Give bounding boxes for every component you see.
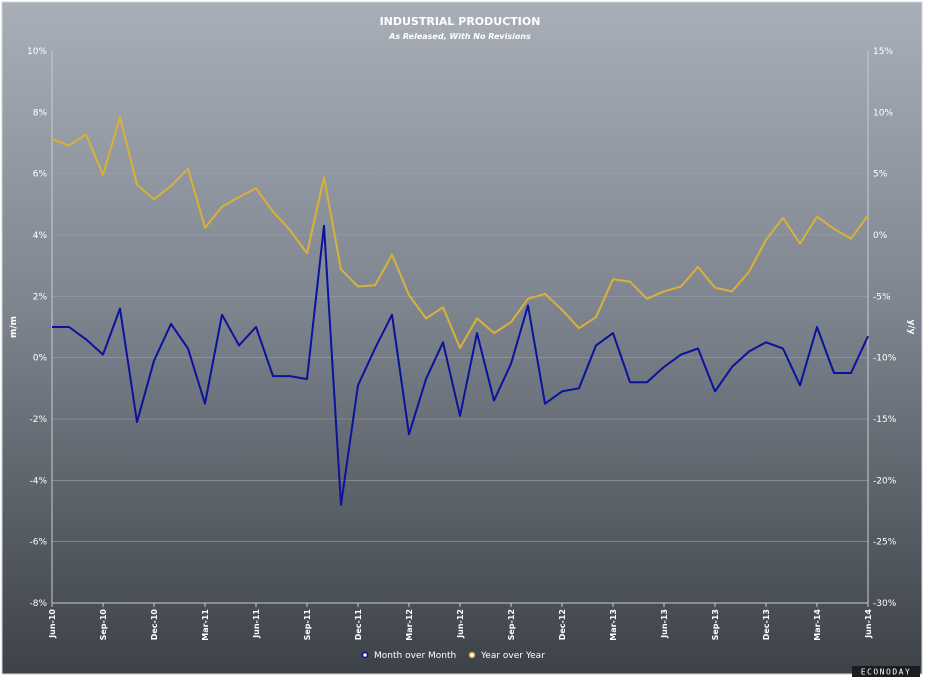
right-tick-label: -15% bbox=[873, 415, 897, 425]
series-line-month-over-month bbox=[52, 224, 869, 506]
left-tick-label: -2% bbox=[29, 415, 47, 425]
chart-title: INDUSTRIAL PRODUCTION bbox=[380, 15, 541, 28]
x-tick-label: Jun-13 bbox=[660, 609, 669, 639]
legend-label-year-over-year: Year over Year bbox=[480, 651, 545, 661]
left-axis-ticks: 10% 8% 6% 4% 2% 0% -2% -4% -6% -8% bbox=[27, 47, 47, 609]
right-tick-label: 0% bbox=[873, 231, 888, 241]
left-tick-label: -8% bbox=[29, 599, 47, 609]
right-tick-label: 5% bbox=[873, 170, 888, 180]
x-tick-label: Mar-13 bbox=[609, 609, 618, 641]
legend-item-year-over-year[interactable]: Year over Year bbox=[468, 651, 546, 661]
x-tick-label: Mar-12 bbox=[405, 609, 414, 641]
left-tick-label: 10% bbox=[27, 47, 47, 57]
left-tick-label: 0% bbox=[33, 354, 48, 364]
x-tick-label: Dec-12 bbox=[558, 609, 567, 640]
x-tick-label: Jun-10 bbox=[48, 609, 57, 639]
right-axis-label: y/y bbox=[906, 319, 916, 334]
brand-badge: ECONODAY bbox=[852, 666, 920, 677]
x-tick-label: Jun-11 bbox=[252, 609, 261, 639]
x-tick-label: Jun-12 bbox=[456, 609, 465, 639]
legend-item-month-over-month[interactable]: Month over Month bbox=[361, 651, 457, 661]
left-tick-label: 8% bbox=[33, 108, 48, 118]
x-tick-label: Mar-11 bbox=[201, 609, 210, 641]
brand-text: ECONODAY bbox=[861, 668, 912, 677]
x-tick-label: Dec-11 bbox=[354, 609, 363, 641]
right-tick-label: -5% bbox=[873, 292, 891, 302]
x-tick-label: Dec-10 bbox=[150, 609, 159, 641]
x-tick-label: Sep-13 bbox=[711, 609, 720, 640]
left-tick-label: -4% bbox=[29, 476, 47, 486]
x-tick-label: Mar-14 bbox=[813, 609, 822, 641]
right-tick-label: -20% bbox=[873, 476, 897, 486]
x-tick-label: Sep-11 bbox=[303, 609, 312, 641]
right-tick-label: -10% bbox=[873, 354, 897, 364]
x-tick-label: Sep-10 bbox=[99, 609, 108, 641]
x-tick-label: Jun-14 bbox=[864, 609, 873, 639]
x-tick-label: Sep-12 bbox=[507, 609, 516, 640]
series-line-year-over-year bbox=[51, 116, 869, 349]
right-tick-label: 15% bbox=[873, 47, 893, 57]
right-tick-label: 10% bbox=[873, 108, 893, 118]
legend-marker-year-over-year bbox=[468, 651, 476, 659]
left-tick-label: 4% bbox=[33, 231, 48, 241]
left-tick-label: -6% bbox=[29, 538, 47, 548]
left-tick-label: 6% bbox=[33, 170, 48, 180]
x-axis-ticks: Jun-10 Sep-10 Dec-10 Mar-11 Jun-11 Sep-11 Dec-… bbox=[48, 603, 873, 641]
legend: Month over Month Year over Year bbox=[361, 651, 546, 661]
left-tick-label: 2% bbox=[33, 292, 48, 302]
right-tick-label: -30% bbox=[873, 599, 897, 609]
brand-badge-box bbox=[852, 666, 920, 677]
chart-subtitle: As Released, With No Revisions bbox=[388, 32, 531, 41]
right-tick-label: -25% bbox=[873, 538, 897, 548]
legend-label-month-over-month: Month over Month bbox=[374, 651, 456, 661]
x-tick-label: Dec-13 bbox=[762, 609, 771, 640]
legend-marker-month-over-month bbox=[361, 651, 369, 659]
left-axis-label: m/m bbox=[9, 316, 19, 338]
right-axis-ticks: 15% 10% 5% 0% -5% -10% -15% -20% -25% -30% bbox=[873, 47, 897, 609]
